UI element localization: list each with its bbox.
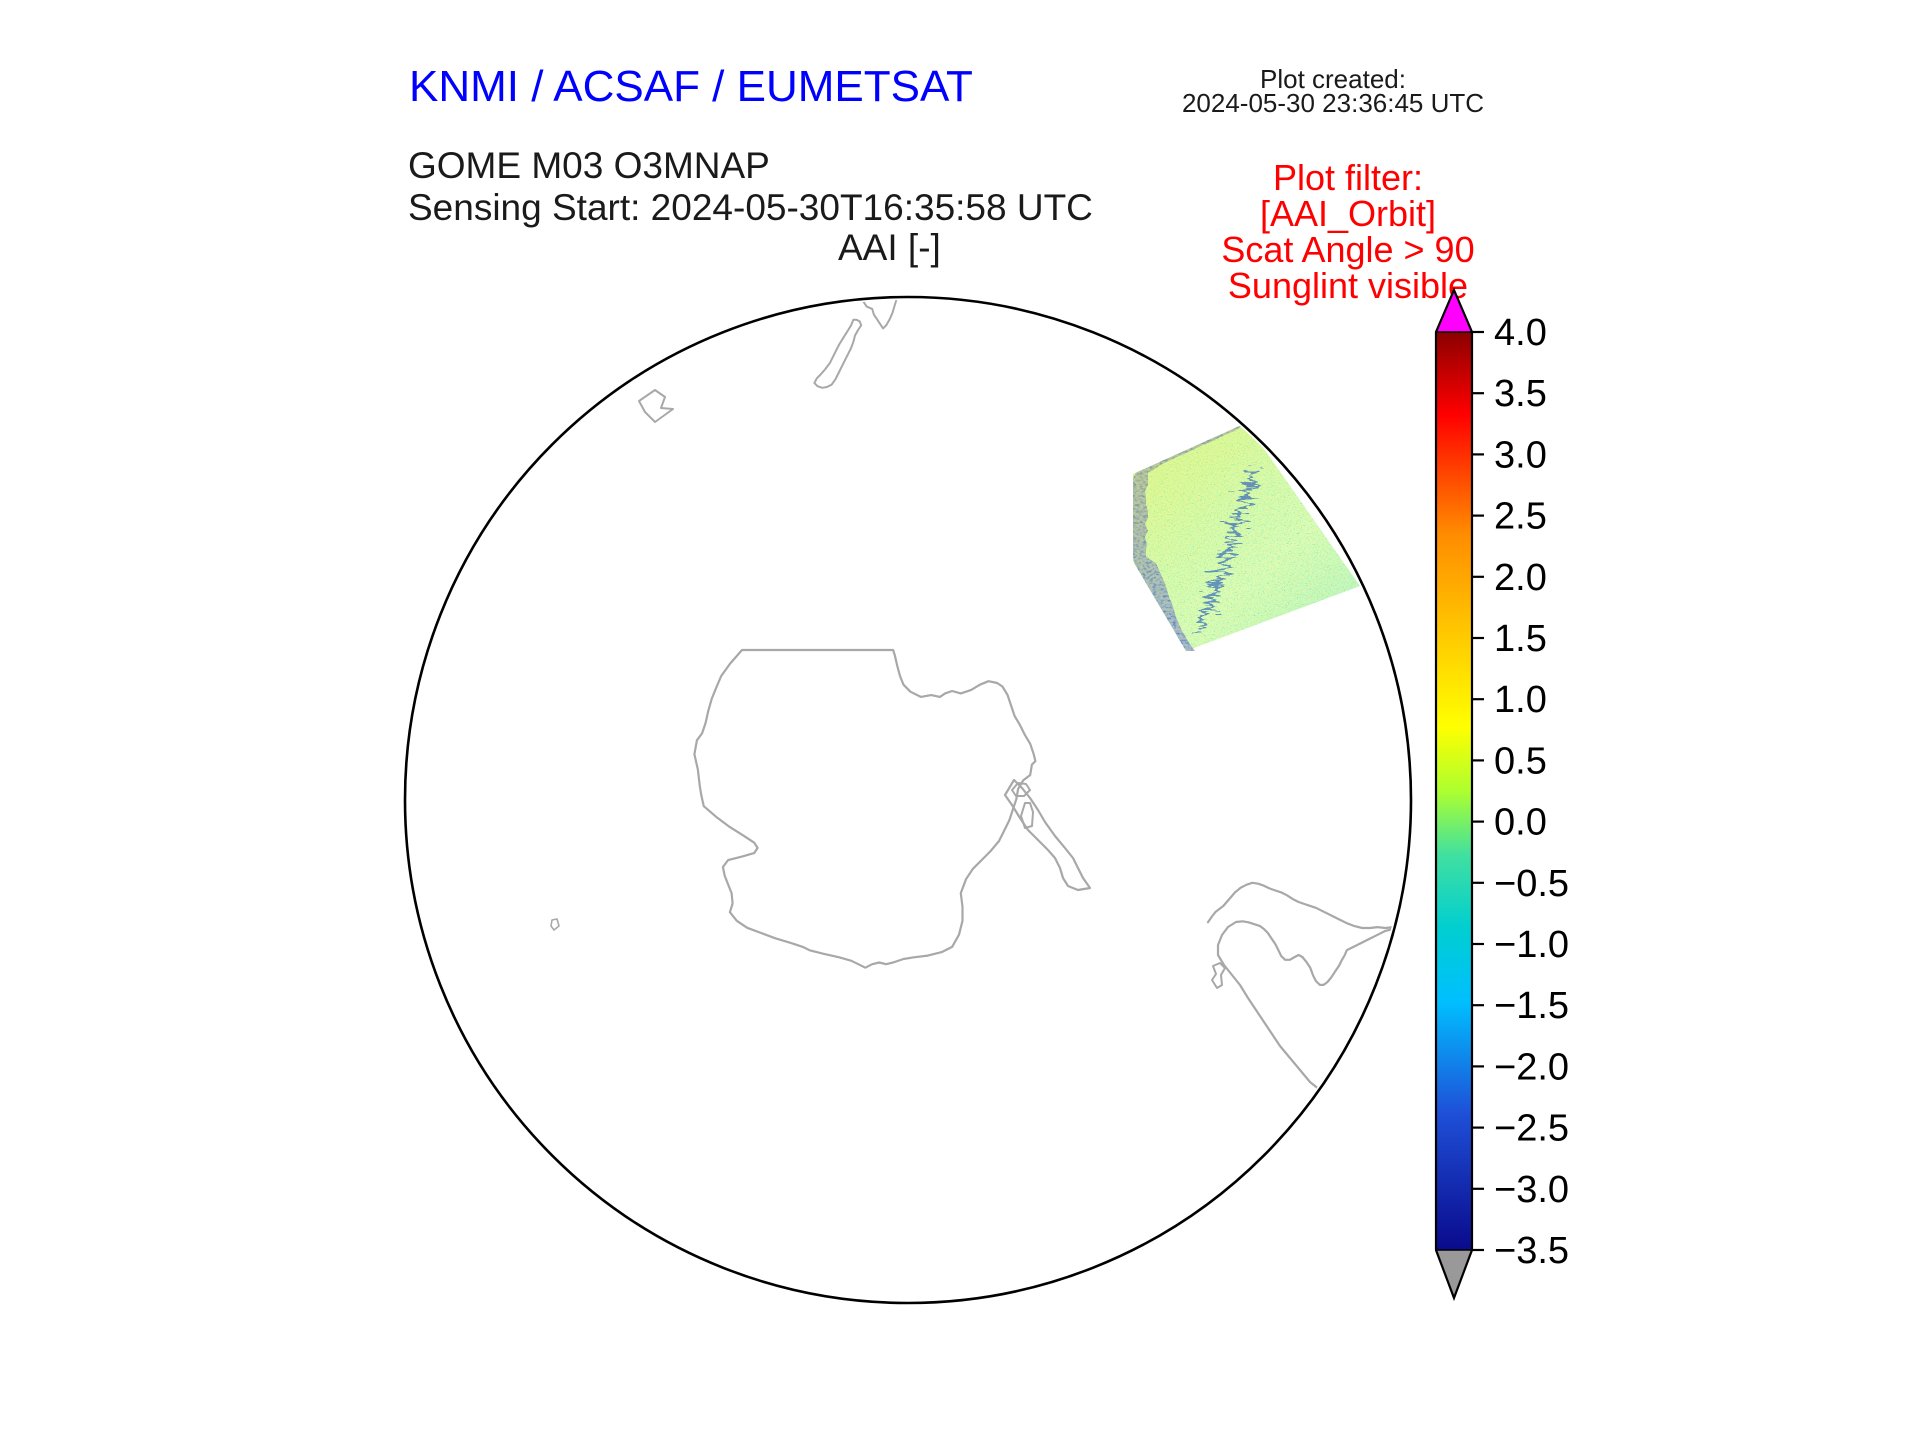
svg-text:2.5: 2.5: [1494, 496, 1547, 538]
svg-text:−0.5: −0.5: [1494, 863, 1569, 905]
svg-text:3.0: 3.0: [1494, 434, 1547, 476]
svg-text:1.0: 1.0: [1494, 679, 1547, 721]
svg-text:0.0: 0.0: [1494, 802, 1547, 844]
svg-text:3.5: 3.5: [1494, 373, 1547, 415]
svg-text:0.5: 0.5: [1494, 740, 1547, 782]
svg-text:−2.0: −2.0: [1494, 1046, 1569, 1088]
svg-text:4.0: 4.0: [1494, 312, 1547, 354]
svg-text:1.5: 1.5: [1494, 618, 1547, 660]
svg-text:−1.5: −1.5: [1494, 985, 1569, 1027]
svg-text:−3.5: −3.5: [1494, 1230, 1569, 1272]
svg-text:2.0: 2.0: [1494, 557, 1547, 599]
svg-text:−2.5: −2.5: [1494, 1108, 1569, 1150]
svg-text:−1.0: −1.0: [1494, 924, 1569, 966]
svg-text:−3.0: −3.0: [1494, 1169, 1569, 1211]
